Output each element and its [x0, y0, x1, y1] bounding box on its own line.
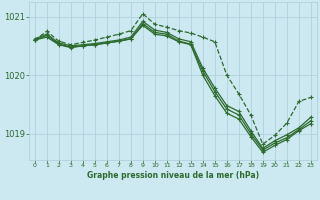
X-axis label: Graphe pression niveau de la mer (hPa): Graphe pression niveau de la mer (hPa): [87, 171, 259, 180]
